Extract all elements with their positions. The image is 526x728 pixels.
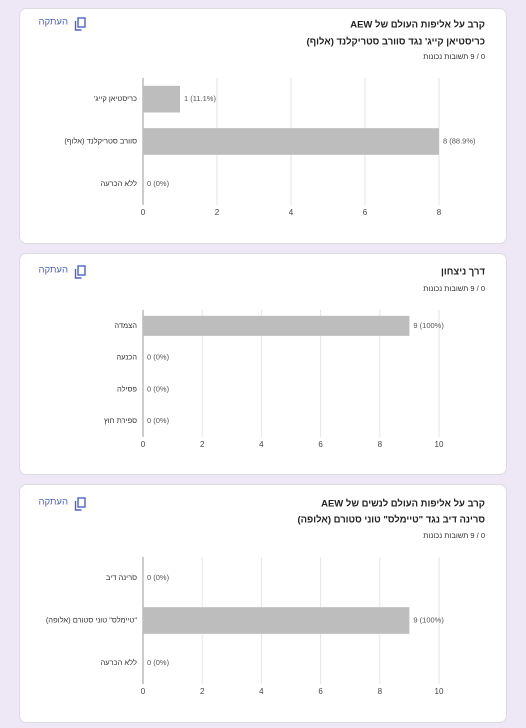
x-tick-label: 2 bbox=[200, 440, 205, 449]
value-label: 0 (0%) bbox=[147, 353, 170, 362]
category-label: סוורב סטריקלנד (אלוף) bbox=[64, 136, 137, 145]
category-label: "טיימלס" טוני סטורם (אלופה) bbox=[46, 615, 138, 624]
bar bbox=[143, 128, 439, 155]
x-tick-label: 4 bbox=[259, 440, 264, 449]
x-tick-label: 6 bbox=[363, 208, 368, 217]
copy-icon bbox=[74, 269, 82, 279]
x-tick-label: 2 bbox=[200, 687, 205, 696]
question-title: קרב על אליפות העולם של AEW bbox=[350, 20, 485, 31]
x-tick-label: 6 bbox=[318, 687, 323, 696]
x-tick-label: 4 bbox=[259, 687, 264, 696]
category-label: ללא הכרעה bbox=[101, 179, 138, 188]
x-tick-label: 0 bbox=[141, 440, 146, 449]
bar bbox=[143, 315, 410, 336]
x-tick-label: 8 bbox=[378, 687, 383, 696]
copy-label: העתקה bbox=[38, 497, 68, 508]
category-label: ספירת חוץ bbox=[104, 416, 137, 425]
copy-icon bbox=[77, 497, 86, 508]
value-label: 0 (0%) bbox=[147, 416, 170, 425]
value-label: 8 (88.9%) bbox=[443, 136, 476, 145]
value-label: 0 (0%) bbox=[147, 658, 170, 667]
copy-icon bbox=[74, 21, 82, 31]
copy-button[interactable]: העתקה bbox=[38, 497, 86, 511]
category-label: סרינה דיב bbox=[106, 573, 137, 582]
x-tick-label: 0 bbox=[141, 208, 146, 217]
x-tick-label: 0 bbox=[141, 687, 146, 696]
x-tick-label: 8 bbox=[378, 440, 383, 449]
value-label: 9 (100%) bbox=[413, 321, 444, 330]
x-tick-label: 2 bbox=[215, 208, 220, 217]
category-label: פסילה bbox=[117, 384, 137, 393]
question-title: קרב על אליפות העולם לנשים של AEW bbox=[321, 499, 485, 510]
value-label: 0 (0%) bbox=[147, 384, 170, 393]
x-tick-label: 6 bbox=[318, 440, 323, 449]
question-title: כריסטיאן קייג' נגד סוורב סטריקלנד (אלוף) bbox=[307, 37, 485, 48]
copy-icon bbox=[77, 265, 86, 276]
copy-button[interactable]: העתקה bbox=[38, 265, 86, 279]
value-label: 9 (100%) bbox=[413, 615, 444, 624]
card bbox=[19, 484, 507, 723]
copy-icon bbox=[74, 501, 82, 511]
x-tick-label: 8 bbox=[437, 208, 442, 217]
question-title: דרך ניצחון bbox=[441, 267, 485, 278]
category-label: הכנעה bbox=[116, 353, 137, 362]
value-label: 0 (0%) bbox=[147, 179, 170, 188]
copy-button[interactable]: העתקה bbox=[38, 17, 86, 31]
bar bbox=[143, 85, 180, 113]
x-tick-label: 10 bbox=[435, 687, 444, 696]
category-label: הצמדה bbox=[114, 321, 137, 330]
value-label: 1 (11.1%) bbox=[184, 94, 216, 103]
score: 0 / 9 תשובות נכונות bbox=[423, 531, 485, 540]
bar bbox=[143, 607, 410, 634]
value-label: 0 (0%) bbox=[147, 573, 170, 582]
score: 0 / 9 תשובות נכונות bbox=[423, 284, 485, 293]
score: 0 / 9 תשובות נכונות bbox=[423, 52, 485, 61]
copy-label: העתקה bbox=[38, 265, 68, 276]
category-label: כריסטיאן קייג' bbox=[94, 94, 137, 103]
x-tick-label: 4 bbox=[289, 208, 294, 217]
card bbox=[19, 8, 507, 244]
copy-icon bbox=[77, 17, 86, 28]
card bbox=[19, 253, 507, 475]
x-tick-label: 10 bbox=[435, 440, 444, 449]
copy-label: העתקה bbox=[38, 17, 68, 28]
question-title: סרינה דיב נגד "טיימלס" טוני סטורם (אלופה… bbox=[297, 515, 485, 526]
category-label: ללא הכרעה bbox=[101, 658, 138, 667]
